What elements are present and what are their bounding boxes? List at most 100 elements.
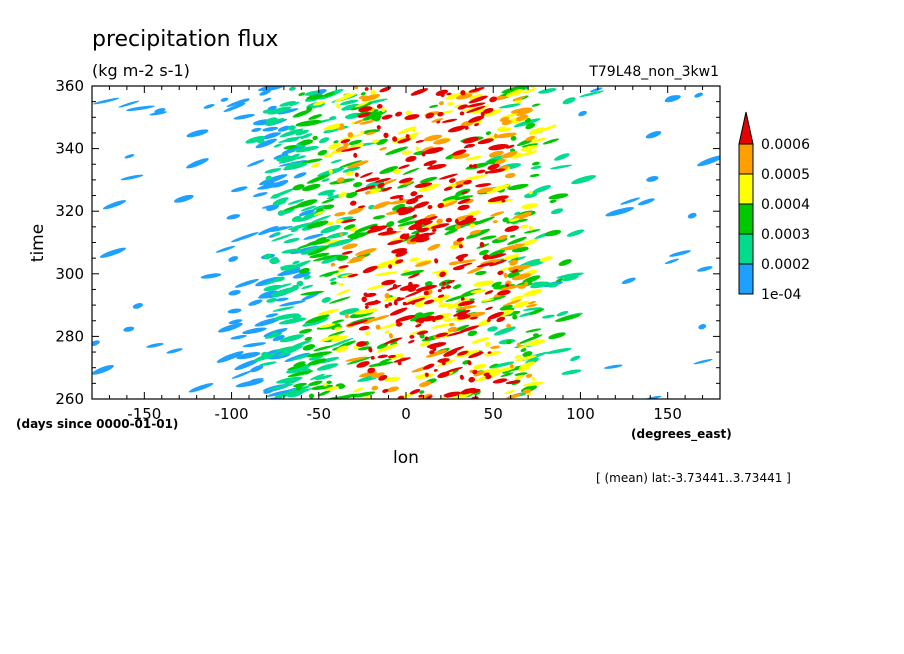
precip-patch bbox=[538, 88, 557, 94]
precip-patch bbox=[309, 373, 325, 381]
precip-patch bbox=[353, 119, 364, 125]
precip-patch bbox=[372, 314, 390, 321]
precip-patch bbox=[296, 199, 318, 208]
precip-patch bbox=[339, 232, 344, 237]
precip-patch bbox=[465, 162, 489, 170]
precip-patch bbox=[318, 137, 330, 144]
precip-patch bbox=[291, 215, 302, 222]
precip-patch bbox=[325, 238, 354, 248]
precip-patch bbox=[471, 108, 485, 114]
precip-patch bbox=[266, 389, 294, 397]
precip-patch bbox=[255, 276, 282, 287]
precip-patch bbox=[463, 144, 471, 149]
precip-patch bbox=[333, 140, 339, 144]
precip-patch bbox=[505, 380, 521, 385]
precip-patch bbox=[433, 315, 444, 320]
precip-patch bbox=[463, 388, 471, 392]
precip-patch bbox=[300, 133, 313, 139]
precip-patch bbox=[261, 204, 279, 209]
precip-patch bbox=[501, 199, 506, 203]
precip-patch bbox=[531, 377, 536, 381]
x-tick-label: 150 bbox=[653, 405, 682, 423]
precip-patch bbox=[473, 370, 485, 377]
precip-patch bbox=[441, 360, 446, 366]
precip-patch bbox=[422, 146, 434, 152]
precip-patch bbox=[493, 133, 498, 139]
precip-patch bbox=[263, 284, 282, 292]
precip-patch bbox=[544, 229, 562, 237]
precip-patch bbox=[365, 131, 376, 136]
precip-patch bbox=[262, 126, 279, 132]
precip-patch bbox=[530, 137, 546, 143]
colorbar-label: 1e-04 bbox=[761, 287, 801, 303]
precip-patch bbox=[409, 334, 415, 339]
precip-patch bbox=[500, 151, 518, 159]
precip-patch bbox=[403, 269, 409, 273]
precip-patch bbox=[414, 194, 424, 199]
precip-patch bbox=[497, 234, 508, 241]
precip-patch bbox=[489, 96, 497, 103]
precip-patch bbox=[362, 110, 387, 121]
precip-patch bbox=[468, 95, 488, 104]
precip-patch bbox=[402, 167, 420, 175]
precip-patch bbox=[397, 395, 405, 399]
precip-patch bbox=[490, 345, 501, 349]
precip-patch bbox=[416, 330, 429, 335]
precip-patch bbox=[488, 249, 506, 258]
precip-patch bbox=[372, 201, 391, 210]
precip-patch bbox=[277, 210, 285, 216]
precip-patch bbox=[471, 337, 490, 344]
precip-patch bbox=[342, 166, 361, 173]
precip-patch bbox=[343, 92, 352, 98]
precip-patch bbox=[525, 303, 537, 308]
precip-patch bbox=[460, 297, 465, 301]
precip-patch bbox=[337, 126, 345, 131]
precip-patch bbox=[293, 172, 307, 179]
precip-patch bbox=[438, 101, 444, 106]
precip-patch bbox=[271, 287, 298, 297]
precip-patch bbox=[395, 314, 416, 322]
precip-patch bbox=[290, 340, 312, 349]
precip-patch bbox=[473, 363, 487, 370]
precip-patch bbox=[245, 135, 266, 144]
precip-patch bbox=[437, 202, 445, 209]
precip-patch bbox=[664, 258, 680, 264]
precip-patch bbox=[278, 157, 299, 164]
precip-patch bbox=[374, 271, 398, 276]
precip-patch bbox=[272, 334, 285, 342]
precip-patch bbox=[452, 149, 467, 156]
precip-patch bbox=[427, 243, 441, 251]
precip-patch bbox=[509, 234, 516, 238]
precip-patch bbox=[397, 137, 411, 144]
precip-patch bbox=[264, 332, 283, 339]
precip-patch bbox=[388, 302, 393, 307]
precip-patch bbox=[489, 361, 515, 369]
precip-patch bbox=[502, 299, 522, 307]
precip-patch bbox=[347, 160, 369, 169]
colorbar-swatch bbox=[738, 233, 754, 265]
precip-patch bbox=[446, 279, 455, 284]
precip-patch bbox=[230, 232, 259, 243]
precip-patch bbox=[469, 229, 481, 235]
precip-patch bbox=[360, 91, 366, 96]
precip-patch bbox=[388, 264, 393, 269]
precip-patch bbox=[228, 319, 243, 325]
precip-patch bbox=[277, 108, 299, 115]
precip-patch bbox=[330, 159, 342, 164]
precip-patch bbox=[323, 123, 345, 131]
precip-patch bbox=[516, 342, 521, 348]
precip-patch bbox=[464, 174, 487, 181]
precip-patch bbox=[445, 285, 452, 289]
precip-patch bbox=[414, 218, 431, 225]
precip-patch bbox=[448, 125, 466, 133]
precip-patch bbox=[288, 86, 296, 91]
precip-patch bbox=[253, 352, 278, 362]
precip-patch bbox=[350, 200, 357, 206]
precip-patch bbox=[405, 233, 410, 236]
precip-patch bbox=[436, 359, 456, 367]
precip-patch bbox=[435, 332, 449, 338]
precip-patch bbox=[331, 319, 344, 324]
precip-patch bbox=[279, 101, 296, 107]
precip-patch bbox=[281, 248, 302, 254]
precip-patch bbox=[308, 380, 323, 387]
